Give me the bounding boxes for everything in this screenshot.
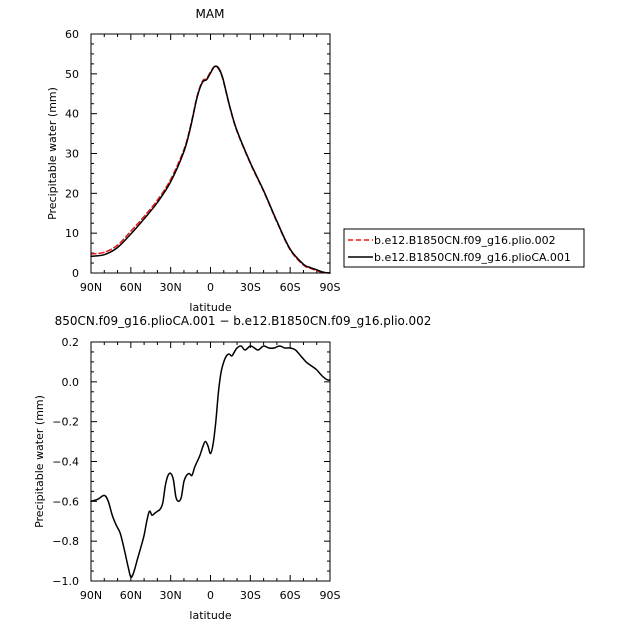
top-x-tick-label: 30S — [240, 281, 261, 294]
bottom-x-tick-label: 0 — [207, 589, 214, 602]
bottom-y-axis-label: Precipitable water (mm) — [33, 395, 46, 528]
bottom-series-line-0 — [90, 345, 331, 579]
bottom-y-tick-label: −1.0 — [52, 575, 79, 588]
bottom-x-tick-label: 90S — [320, 589, 341, 602]
bottom-x-axis-label: latitude — [189, 609, 231, 622]
bottom-x-tick-label: 30N — [160, 589, 182, 602]
top-y-tick-label: 50 — [65, 68, 79, 81]
bottom-y-tick-label: 0.0 — [62, 376, 80, 389]
legend: b.e12.B1850CN.f09_g16.plio.002 b.e12.B18… — [343, 228, 585, 268]
top-y-tick-label: 10 — [65, 227, 79, 240]
legend-label-plioCA: b.e12.B1850CN.f09_g16.plioCA.001 — [374, 251, 571, 264]
top-x-tick-label: 60S — [280, 281, 301, 294]
top-plot-frame — [90, 33, 331, 274]
top-x-tick-label: 30N — [160, 281, 182, 294]
top-y-tick-label: 0 — [72, 267, 79, 280]
bottom-y-tick-label: −0.2 — [52, 416, 79, 429]
top-panel: MAM 90N 60N 30N 0 30S 60S 90S 0 10 20 30 40 50 60 lat… — [46, 7, 341, 314]
top-x-tick-label: 90S — [320, 281, 341, 294]
top-y-tick-label: 60 — [65, 28, 79, 41]
legend-box — [343, 228, 585, 268]
bottom-x-tick-label: 30S — [240, 589, 261, 602]
top-chart-title: MAM — [196, 7, 225, 21]
top-ticks: 90N 60N 30N 0 30S 60S 90S 0 10 20 30 40 50 60 — [65, 28, 341, 294]
top-y-tick-label: 30 — [65, 148, 79, 161]
legend-label-plio: b.e12.B1850CN.f09_g16.plio.002 — [374, 234, 556, 247]
bottom-y-tick-label: −0.6 — [52, 495, 79, 508]
bottom-x-tick-label: 90N — [80, 589, 102, 602]
top-y-axis-label: Precipitable water (mm) — [46, 87, 59, 220]
bottom-x-tick-label: 60S — [280, 589, 301, 602]
top-series-line-0 — [90, 65, 331, 274]
bottom-ticks: 90N 60N 30N 0 30S 60S 90S −1.0 −0.8 −0.6 −0.4 −0.2 0… — [52, 336, 340, 602]
top-x-axis-label: latitude — [189, 301, 231, 314]
top-x-tick-label: 90N — [80, 281, 102, 294]
bottom-y-tick-label: −0.4 — [52, 456, 79, 469]
bottom-y-tick-label: −0.8 — [52, 535, 79, 548]
bottom-plot-frame — [90, 341, 331, 582]
top-y-tick-label: 20 — [65, 187, 79, 200]
top-x-tick-label: 0 — [207, 281, 214, 294]
top-series-layer — [90, 65, 331, 274]
bottom-series-layer — [90, 345, 331, 579]
top-series-line-1 — [90, 65, 331, 274]
top-y-tick-label: 40 — [65, 108, 79, 121]
bottom-y-tick-label: 0.2 — [62, 336, 80, 349]
bottom-panel: 850CN.f09_g16.plioCA.001 − b.e12.B1850CN… — [33, 314, 431, 622]
top-x-tick-label: 60N — [120, 281, 142, 294]
bottom-x-tick-label: 60N — [120, 589, 142, 602]
bottom-chart-title: 850CN.f09_g16.plioCA.001 − b.e12.B1850CN… — [55, 314, 432, 328]
